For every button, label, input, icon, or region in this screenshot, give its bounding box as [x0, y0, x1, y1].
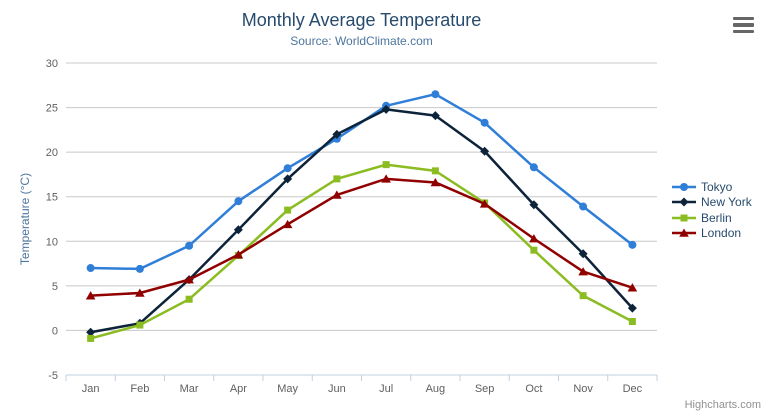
- legend-label: Tokyo: [701, 179, 733, 194]
- x-axis-label: Feb: [130, 383, 149, 395]
- x-axis-label: Jun: [328, 383, 346, 395]
- x-axis-label: Mar: [180, 383, 199, 395]
- triangle-marker-icon: [672, 228, 696, 238]
- data-point-tokyo-jan[interactable]: [86, 264, 95, 273]
- x-axis-label: Jul: [379, 383, 393, 395]
- y-axis-label: 5: [52, 281, 58, 293]
- data-point-tokyo-dec[interactable]: [628, 240, 637, 249]
- data-point-london-may[interactable]: [282, 219, 293, 229]
- data-point-berlin-dec[interactable]: [628, 318, 636, 326]
- data-point-berlin-jun[interactable]: [333, 175, 341, 183]
- y-axis-label: 15: [46, 192, 58, 204]
- series-line-tokyo: [89, 92, 634, 271]
- data-point-berlin-jan[interactable]: [87, 334, 95, 342]
- data-point-berlin-nov[interactable]: [579, 292, 587, 300]
- series-new-york: [86, 104, 637, 337]
- y-axis-label: 10: [46, 236, 58, 248]
- chart-subtitle: Source: WorldClimate.com: [290, 34, 433, 48]
- data-point-tokyo-feb[interactable]: [135, 264, 144, 273]
- y-axis-label: 25: [46, 103, 58, 115]
- data-point-london-oct[interactable]: [529, 234, 539, 243]
- y-axis-label: 30: [46, 58, 58, 70]
- data-point-london-jun[interactable]: [332, 190, 342, 199]
- data-point-london-mar[interactable]: [184, 275, 194, 284]
- data-point-new-york-aug[interactable]: [430, 111, 440, 121]
- data-point-new-york-sep[interactable]: [480, 146, 490, 156]
- series-line-london: [89, 177, 634, 297]
- data-point-london-jan[interactable]: [85, 291, 96, 300]
- data-point-tokyo-apr[interactable]: [234, 197, 243, 206]
- data-point-berlin-mar[interactable]: [185, 295, 193, 303]
- data-point-tokyo-mar[interactable]: [185, 241, 194, 250]
- series-line-berlin: [89, 163, 634, 340]
- data-point-london-aug[interactable]: [430, 177, 441, 187]
- data-point-london-jul[interactable]: [381, 174, 391, 183]
- legend-item-london[interactable]: London: [672, 226, 752, 242]
- data-point-tokyo-nov[interactable]: [579, 202, 588, 211]
- data-point-london-dec[interactable]: [627, 283, 638, 292]
- x-axis-label: Sep: [475, 383, 495, 395]
- data-point-new-york-apr[interactable]: [233, 225, 243, 235]
- legend-label: London: [701, 226, 742, 241]
- x-axis-label: Nov: [573, 383, 593, 395]
- data-point-berlin-aug[interactable]: [431, 167, 439, 175]
- data-point-london-feb[interactable]: [135, 288, 145, 297]
- hamburger-icon: [733, 29, 754, 33]
- data-point-tokyo-may[interactable]: [283, 164, 292, 173]
- y-axis-label: 20: [46, 147, 58, 159]
- x-axis-label: Dec: [623, 383, 643, 395]
- data-point-tokyo-aug[interactable]: [431, 90, 440, 99]
- x-axis-label: Aug: [426, 383, 446, 395]
- data-point-new-york-oct[interactable]: [529, 200, 539, 210]
- diamond-marker-icon: [672, 197, 696, 207]
- data-point-tokyo-sep[interactable]: [480, 118, 489, 127]
- data-point-berlin-feb[interactable]: [136, 321, 144, 329]
- legend-item-new-york[interactable]: New York: [672, 195, 752, 211]
- data-point-london-nov[interactable]: [578, 267, 588, 276]
- chart-title: Monthly Average Temperature: [241, 10, 482, 30]
- data-point-new-york-nov[interactable]: [578, 249, 588, 259]
- x-axis-label: Apr: [230, 383, 247, 395]
- data-point-london-sep[interactable]: [479, 199, 490, 208]
- legend-label: New York: [701, 195, 752, 210]
- data-point-tokyo-oct[interactable]: [529, 163, 538, 172]
- data-point-new-york-dec[interactable]: [627, 303, 637, 313]
- y-axis-label: -5: [48, 370, 58, 382]
- data-point-berlin-oct[interactable]: [530, 246, 538, 254]
- data-point-new-york-may[interactable]: [283, 174, 293, 184]
- data-point-berlin-jul[interactable]: [382, 161, 390, 169]
- series-london: [85, 174, 638, 300]
- x-axis-label: May: [277, 383, 298, 395]
- legend: Tokyo New York Berlin London: [672, 179, 752, 241]
- legend-label: Berlin: [701, 210, 732, 225]
- data-point-new-york-jul[interactable]: [381, 104, 391, 114]
- data-point-new-york-jun[interactable]: [332, 129, 342, 139]
- y-axis-label: 0: [52, 325, 58, 337]
- circle-marker-icon: [672, 182, 696, 191]
- credits-link[interactable]: Highcharts.com: [684, 399, 761, 411]
- series-line-new-york: [89, 108, 634, 334]
- x-axis-label: Oct: [525, 383, 542, 395]
- data-point-london-apr[interactable]: [233, 250, 244, 259]
- square-marker-icon: [672, 214, 696, 222]
- hamburger-icon: [733, 23, 754, 27]
- export-menu-button[interactable]: [732, 15, 756, 35]
- data-point-berlin-may[interactable]: [284, 206, 292, 214]
- data-point-new-york-jan[interactable]: [86, 327, 96, 337]
- legend-item-tokyo[interactable]: Tokyo: [672, 179, 752, 195]
- legend-item-berlin[interactable]: Berlin: [672, 210, 752, 226]
- x-axis-label: Jan: [82, 383, 100, 395]
- hamburger-icon: [733, 17, 754, 21]
- series-tokyo: [86, 90, 637, 273]
